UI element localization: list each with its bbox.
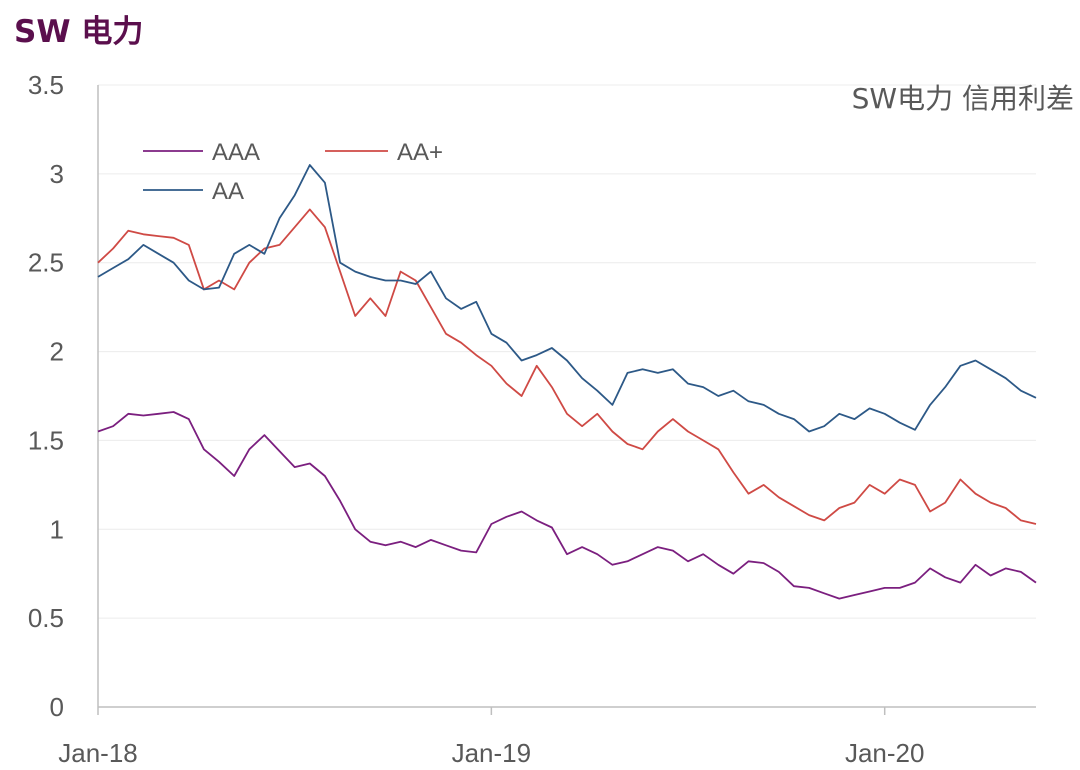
y-tick-label: 2 [50, 337, 64, 367]
axes: 0 0.5 1 1.5 2 2.5 3 3.5 Jan-18 Jan-19 Jan-20 [28, 70, 1036, 768]
series-layer [97, 164, 1037, 600]
chart-title: SW电力 信用利差 [852, 82, 1074, 115]
x-tick-label: Jan-20 [845, 738, 925, 768]
y-tick-label: 0 [50, 692, 64, 722]
y-tick-label: 3.5 [28, 70, 64, 100]
gridlines [98, 84, 1036, 619]
y-tick-label: 1.5 [28, 425, 64, 455]
legend: AAA AA+ AA [143, 139, 443, 205]
y-tick-label: 0.5 [28, 603, 64, 633]
x-tick-label: Jan-19 [452, 738, 532, 768]
x-tick-label: Jan-18 [58, 738, 138, 768]
legend-label-aaa: AAA [212, 139, 260, 166]
y-tick-label: 2.5 [28, 248, 64, 278]
series-line-aaa [97, 411, 1037, 600]
page-title: SW 电力 [14, 14, 144, 50]
legend-label-aa-plus: AA+ [397, 139, 443, 166]
y-tick-label: 1 [50, 514, 64, 544]
series-line-aa [97, 164, 1037, 433]
series-line-aa-plus [97, 208, 1037, 525]
y-tick-label: 3 [50, 159, 64, 189]
legend-label-aa: AA [212, 178, 244, 205]
